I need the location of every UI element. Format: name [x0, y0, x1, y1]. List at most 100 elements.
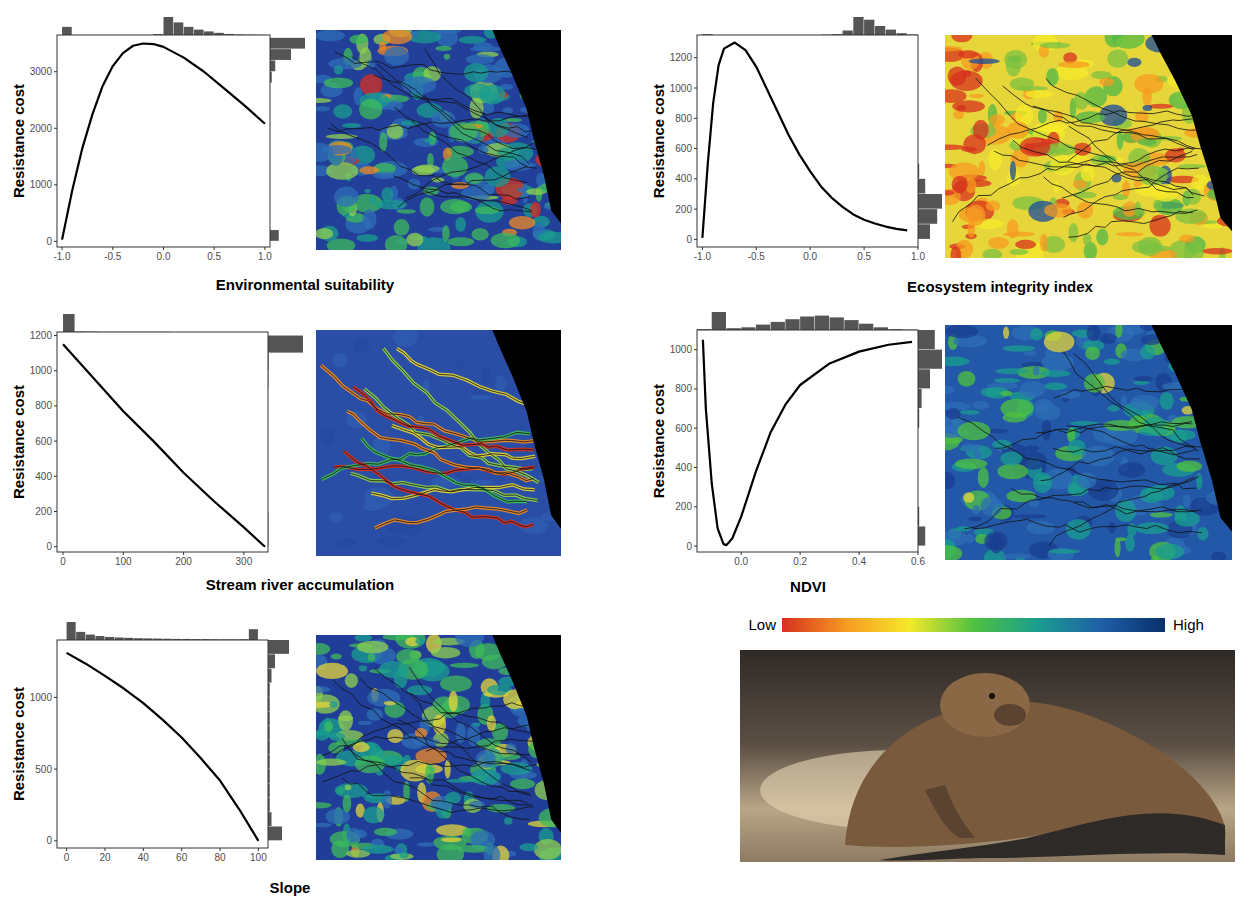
x-tick-label: 0.6 — [911, 556, 925, 567]
map-texture — [1134, 74, 1163, 94]
map-texture — [333, 104, 352, 118]
y-tick-label: 0 — [46, 236, 52, 247]
map-texture — [963, 134, 986, 154]
river — [399, 720, 530, 794]
panel: 0.00.20.40.602004006008001000Resistance … — [650, 312, 942, 595]
map-texture — [1202, 223, 1222, 228]
map-texture — [1143, 105, 1153, 111]
map-texture — [951, 246, 961, 258]
x-tick — [62, 247, 63, 250]
map-texture — [321, 145, 351, 154]
x-tick — [66, 848, 67, 851]
x-histogram-bar — [853, 17, 863, 35]
map-texture — [945, 472, 955, 489]
y-tick-label: 1200 — [670, 52, 693, 63]
x-tick — [220, 848, 221, 851]
map-texture — [1000, 399, 1033, 418]
x-tick-label: 40 — [138, 852, 150, 863]
panel: 02040608010005001000Resistance costSlope — [10, 622, 310, 896]
y-tick — [694, 178, 697, 179]
map-texture — [1107, 49, 1128, 68]
x-tick-label: 1.0 — [911, 251, 925, 262]
y-tick-label: 200 — [35, 506, 52, 517]
map-texture — [1183, 494, 1191, 507]
river — [1074, 502, 1196, 512]
resistance-curve — [703, 340, 912, 545]
map-texture — [1083, 93, 1103, 103]
map-background — [945, 35, 1232, 258]
y-histogram-bar — [270, 38, 305, 49]
river — [953, 148, 1201, 222]
river — [350, 750, 528, 803]
y-tick-label: 0 — [686, 541, 692, 552]
map-texture — [966, 534, 974, 544]
ocean — [1152, 35, 1232, 231]
map-texture — [316, 98, 332, 103]
river — [323, 761, 537, 782]
x-tick-label: 300 — [236, 556, 253, 567]
map — [945, 325, 1232, 560]
x-tick-label: 0 — [64, 852, 70, 863]
map-texture — [424, 138, 433, 143]
y-tick — [54, 184, 57, 185]
map-texture — [1202, 248, 1232, 255]
map-texture — [1096, 229, 1108, 246]
x-tick — [63, 552, 64, 555]
map-texture — [471, 228, 488, 241]
map-texture — [425, 763, 434, 784]
map-texture — [487, 715, 496, 731]
y-tick — [694, 428, 697, 429]
y-tick — [54, 241, 57, 242]
map-texture — [381, 187, 393, 202]
x-histogram-bar — [875, 26, 885, 35]
y-tick — [694, 57, 697, 58]
y-histogram-bar — [268, 669, 272, 683]
map-texture — [1003, 345, 1035, 352]
x-tick-label: 0.5 — [207, 251, 221, 262]
map-texture — [1140, 345, 1155, 360]
map-texture — [1044, 332, 1074, 353]
x-tick — [183, 552, 184, 555]
resistance-curve — [67, 653, 259, 841]
map-texture — [437, 844, 464, 860]
map-texture — [1046, 68, 1059, 86]
map-texture — [407, 178, 420, 189]
y-tick-label: 400 — [675, 173, 692, 184]
y-tick-label: 1000 — [670, 344, 693, 355]
x-tick-label: 100 — [115, 556, 132, 567]
map-texture — [475, 201, 503, 223]
map-texture — [321, 429, 335, 446]
map-texture — [1019, 381, 1045, 398]
x-tick — [702, 247, 703, 250]
map-texture — [431, 647, 460, 659]
map-texture — [1081, 167, 1096, 182]
x-histogram-bar — [174, 22, 184, 35]
y-tick — [694, 506, 697, 507]
y-histogram-bar — [918, 389, 922, 408]
river — [1013, 140, 1205, 196]
y-histogram — [268, 336, 303, 547]
map-texture — [1058, 61, 1089, 68]
map-texture — [420, 197, 435, 216]
x-tick-label: 0.0 — [157, 251, 171, 262]
map-texture — [397, 209, 416, 213]
x-tick — [243, 552, 244, 555]
y-histogram-bar — [268, 812, 272, 826]
y-tick-label: 400 — [35, 471, 52, 482]
map-texture — [363, 502, 382, 512]
map-texture — [1153, 199, 1162, 210]
map-texture — [984, 531, 1007, 550]
map-texture — [520, 843, 539, 851]
map-texture — [394, 846, 404, 854]
map-texture — [972, 401, 989, 410]
map-texture — [326, 162, 358, 180]
map-texture — [316, 643, 330, 655]
y-tick — [54, 769, 57, 770]
map-texture — [952, 176, 968, 193]
map-texture — [1111, 174, 1121, 182]
map-texture — [1112, 35, 1145, 49]
y-tick — [694, 148, 697, 149]
map-texture — [415, 728, 427, 738]
map-texture — [484, 845, 501, 860]
map-texture — [379, 41, 386, 50]
